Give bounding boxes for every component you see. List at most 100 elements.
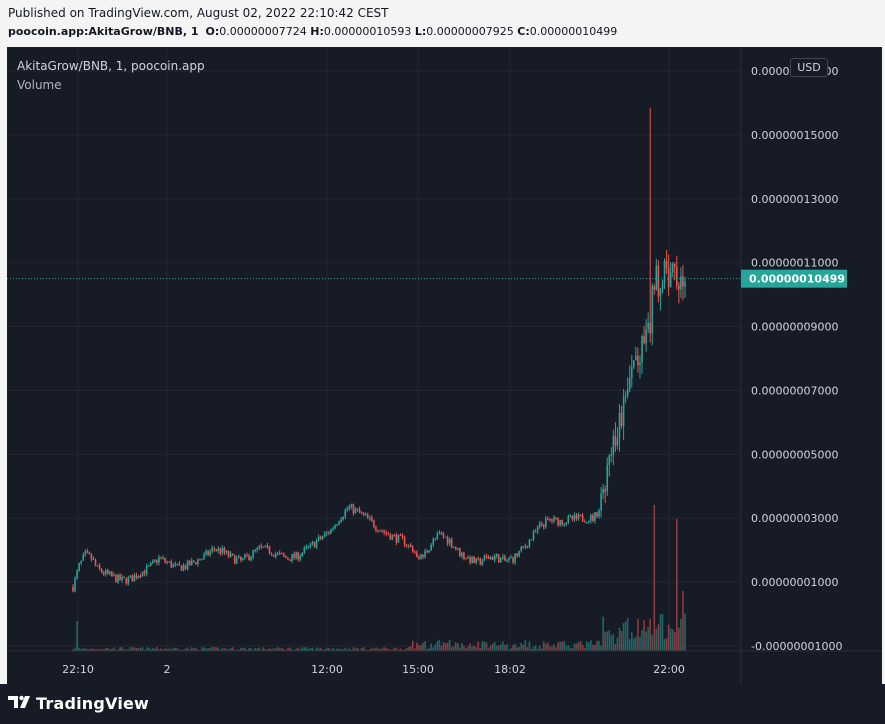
candle-body [303, 547, 306, 553]
candle-body [469, 557, 471, 563]
candle-body [207, 551, 209, 555]
candle-body [90, 554, 93, 559]
high-label: H: [310, 25, 324, 38]
volume-bar [237, 649, 240, 651]
volume-bar [608, 630, 611, 651]
candle-body [348, 506, 351, 509]
volume-bar [432, 647, 435, 651]
volume-bar [553, 644, 555, 651]
candle-body [344, 509, 347, 517]
volume-bar [301, 647, 304, 651]
legend-volume[interactable]: Volume [17, 78, 62, 92]
candle-body [590, 515, 592, 521]
candle-body [152, 560, 154, 563]
candle-body [270, 553, 273, 555]
candle-body [92, 558, 95, 560]
candle-body [248, 555, 250, 561]
volume-bar [160, 648, 162, 651]
volume-bar [436, 641, 439, 651]
volume-bar [585, 641, 588, 651]
candle-body [135, 575, 138, 579]
candle-body [614, 436, 617, 446]
volume-bar [262, 647, 265, 651]
currency-badge[interactable]: USD [790, 58, 828, 77]
candle-body [428, 550, 430, 552]
volume-bar [174, 647, 177, 651]
last-price-label: 0.00000010499 [749, 273, 845, 286]
candle-body [454, 546, 457, 550]
candle-body [436, 533, 439, 539]
volume-bar [268, 648, 271, 651]
volume-bar [381, 648, 383, 651]
candle-body [551, 519, 553, 522]
candle-body [661, 282, 664, 289]
candle-body [481, 560, 484, 565]
volume-bar [90, 648, 93, 651]
volume-bar [549, 646, 551, 651]
candle-body [624, 395, 627, 398]
volume-bar [522, 644, 525, 651]
volume-bar [418, 645, 420, 651]
candle-body [628, 378, 631, 389]
candle-body [137, 575, 140, 579]
candle-body [225, 550, 228, 553]
candle-body [403, 537, 406, 546]
volume-bar [506, 644, 508, 651]
volume-bar [457, 643, 459, 651]
volume-bar [350, 649, 353, 651]
volume-bar [366, 649, 369, 651]
volume-bar [88, 649, 91, 651]
volume-bar [510, 648, 512, 651]
candle-body [174, 563, 177, 565]
candle-body [561, 520, 563, 525]
candle-body [575, 514, 578, 519]
volume-bar [371, 648, 373, 651]
candle-body [297, 552, 299, 560]
open-value: 0.00000007724 [219, 25, 307, 38]
candle-body [139, 575, 142, 577]
volume-bar [463, 645, 465, 651]
candle-body [673, 263, 676, 268]
candle-body [676, 267, 678, 286]
candle-body [399, 534, 402, 536]
y-tick-label: 0.00000007000 [751, 384, 838, 397]
volume-bar [260, 649, 263, 651]
candle-body [264, 545, 267, 548]
volume-bar [299, 649, 301, 651]
volume-bar [348, 648, 351, 651]
volume-bar [397, 649, 400, 651]
candle-body [326, 532, 328, 534]
volume-bar [630, 632, 633, 651]
candle-body [162, 558, 164, 560]
volume-bar [250, 648, 252, 651]
volume-bar [680, 619, 682, 651]
candle-body [147, 565, 150, 567]
volume-bar [149, 648, 152, 651]
candle-body [465, 558, 467, 560]
volume-bar [504, 645, 506, 651]
volume-bar [332, 648, 334, 651]
candle-body [307, 546, 310, 548]
volume-bar [446, 642, 449, 651]
candle-body [377, 530, 379, 532]
candle-body [166, 561, 168, 563]
candle-body [215, 549, 218, 551]
volume-bar [213, 647, 216, 651]
candle-body [170, 561, 173, 568]
chart-pane[interactable]: 0.000000170000.000000150000.000000130000… [7, 47, 882, 684]
volume-bar [477, 641, 480, 651]
volume-bar [628, 639, 631, 651]
volume-bar [297, 647, 299, 651]
volume-bar [641, 630, 643, 651]
volume-bar [524, 640, 527, 651]
candle-body [106, 570, 109, 574]
candle-body [309, 543, 312, 547]
volume-bar [469, 643, 471, 651]
volume-bar [569, 648, 572, 651]
legend-symbol[interactable]: AkitaGrow/BNB, 1, poocoin.app [17, 59, 205, 73]
volume-bar [542, 641, 545, 651]
price-chart[interactable]: 0.000000170000.000000150000.000000130000… [7, 47, 882, 684]
volume-bar [280, 647, 283, 651]
y-tick-label: 0.00000001000 [751, 576, 838, 589]
candle-body [256, 547, 259, 550]
